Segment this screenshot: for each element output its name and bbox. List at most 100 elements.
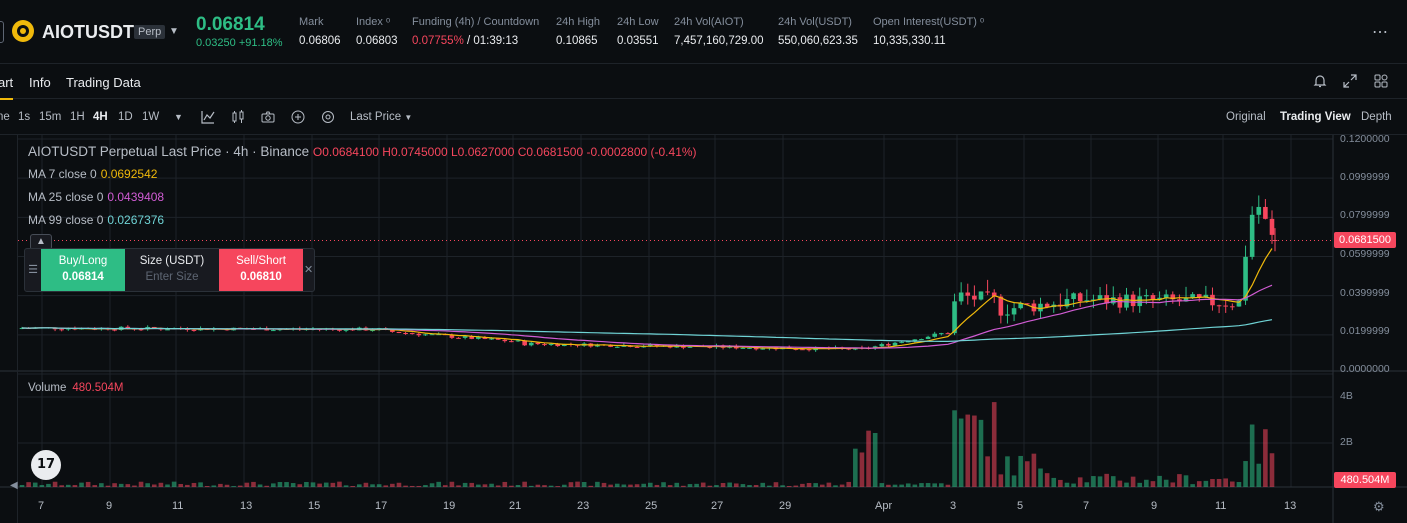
volume-bar [1190, 484, 1195, 487]
volume-bar [52, 481, 58, 487]
layout-grid-icon[interactable] [1373, 73, 1389, 89]
volume-bar [879, 483, 885, 487]
tab-info[interactable]: Info [29, 75, 51, 90]
volume-bar [449, 481, 455, 487]
volume-bar [608, 484, 613, 487]
candle [1077, 293, 1083, 302]
candle [1203, 294, 1209, 298]
volume-bar [1203, 480, 1209, 487]
interval-4h[interactable]: 4H [93, 111, 108, 123]
interval-1w[interactable]: 1W [142, 111, 160, 123]
add-circle-icon[interactable] [290, 109, 306, 125]
close-icon[interactable]: ✕ [304, 264, 314, 276]
view-original[interactable]: Original [1226, 111, 1266, 123]
bell-icon[interactable] [1312, 73, 1328, 89]
more-icon[interactable]: ⋯ [1372, 24, 1389, 41]
interval-1h[interactable]: 1H [70, 111, 85, 123]
ma25-legend: MA 25 close 0 0.0439408 [28, 190, 165, 204]
quick-trade-panel: ☰ Buy/Long 0.06814 Size (USDT) Enter Siz… [24, 248, 315, 292]
volume-bar [753, 484, 759, 487]
volume-bar [614, 483, 620, 487]
volume-bar [39, 485, 45, 487]
scroll-left-icon[interactable]: ◀ [10, 480, 18, 491]
candle [687, 346, 693, 348]
tab-trading-data[interactable]: Trading Data [66, 75, 141, 90]
view-trading-view[interactable]: Trading View [1280, 111, 1351, 123]
view-depth[interactable]: Depth [1361, 111, 1392, 123]
volume-y-tick: 2B [1340, 436, 1353, 448]
candle [429, 334, 435, 336]
volume-bar [456, 485, 461, 487]
volume-bar [806, 482, 812, 487]
volume-bar [1117, 480, 1123, 487]
interval-15m[interactable]: 15m [39, 111, 62, 123]
volume-bar [1071, 483, 1076, 487]
stat-index[interactable]: Index ᵒ 0.06803 [356, 16, 398, 47]
candle [390, 329, 395, 332]
volume-bar [469, 482, 475, 487]
symbol-name[interactable]: AIOTUSDT [42, 22, 134, 42]
interval-1d[interactable]: 1D [118, 111, 133, 123]
candle [919, 338, 924, 340]
x-tick: 19 [443, 500, 456, 512]
volume-bar [85, 481, 91, 487]
volume-bar [991, 402, 997, 487]
volume-bar [1256, 463, 1262, 487]
candle-type-icon[interactable] [230, 109, 246, 125]
volume-bar [304, 481, 309, 487]
candle [509, 341, 514, 343]
x-tick: 11 [172, 500, 184, 512]
candle [1150, 295, 1156, 300]
volume-bar [780, 485, 785, 487]
size-input[interactable]: Size (USDT) Enter Size [139, 255, 205, 283]
candle [59, 329, 64, 331]
volume-bar [1005, 456, 1010, 487]
settings-icon[interactable] [320, 109, 336, 125]
candle [522, 340, 527, 346]
volume-bar [1058, 479, 1063, 487]
candle [535, 342, 541, 345]
chart-tabs: art Info Trading Data [0, 64, 1407, 100]
buy-long-button[interactable]: Buy/Long 0.06814 [41, 249, 125, 291]
volume-bar [26, 482, 31, 487]
x-tick: 7 [38, 500, 45, 512]
expand-icon[interactable] [1342, 73, 1358, 89]
candle [469, 336, 475, 339]
volume-bar [390, 483, 395, 487]
candle [1117, 297, 1123, 308]
chevron-down-icon[interactable]: ▼ [169, 26, 179, 37]
candle [760, 348, 766, 350]
x-tick: 23 [577, 500, 590, 512]
volume-bar [1077, 477, 1083, 487]
volume-bar [1263, 429, 1268, 487]
volume-bar [773, 482, 779, 487]
volume-bar [79, 482, 84, 487]
stat-24h-low: 24h Low 0.03551 [617, 16, 659, 47]
ticker-header: AIOTUSDT Perp ▼ 0.06814 0.03250 +91.18% … [0, 0, 1407, 64]
volume-bar [1130, 476, 1136, 487]
interval-1s[interactable]: 1s [18, 111, 31, 123]
volume-bar [747, 485, 752, 487]
candlestick-chart[interactable] [0, 135, 1407, 523]
volume-bar [912, 484, 918, 487]
chart-area[interactable]: AIOTUSDT Perpetual Last Price · 4h · Bin… [0, 133, 1407, 523]
candle [1223, 305, 1229, 307]
candle [337, 329, 342, 331]
interval-dropdown-icon[interactable]: ▼ [174, 112, 183, 122]
volume-bar [595, 481, 600, 487]
volume-bar [628, 484, 633, 487]
indicator-icon[interactable] [200, 109, 216, 125]
candle [747, 347, 752, 349]
tab-chart[interactable]: art [0, 75, 14, 100]
volume-tag: 480.504M [1334, 472, 1396, 488]
sell-short-button[interactable]: Sell/Short 0.06810 [219, 249, 303, 291]
volume-bar [171, 481, 177, 487]
price-type-select[interactable]: Last Price ▼ [350, 111, 413, 123]
volume-bar [370, 484, 375, 487]
volume-bar [363, 482, 369, 487]
gear-icon[interactable]: ⚙ [1373, 499, 1385, 514]
stat-open-interest[interactable]: Open Interest(USDT) ᵒ 10,335,330.11 [873, 16, 985, 47]
candle [740, 347, 746, 349]
camera-icon[interactable] [260, 109, 276, 125]
drag-handle-icon[interactable]: ☰ [28, 264, 38, 276]
